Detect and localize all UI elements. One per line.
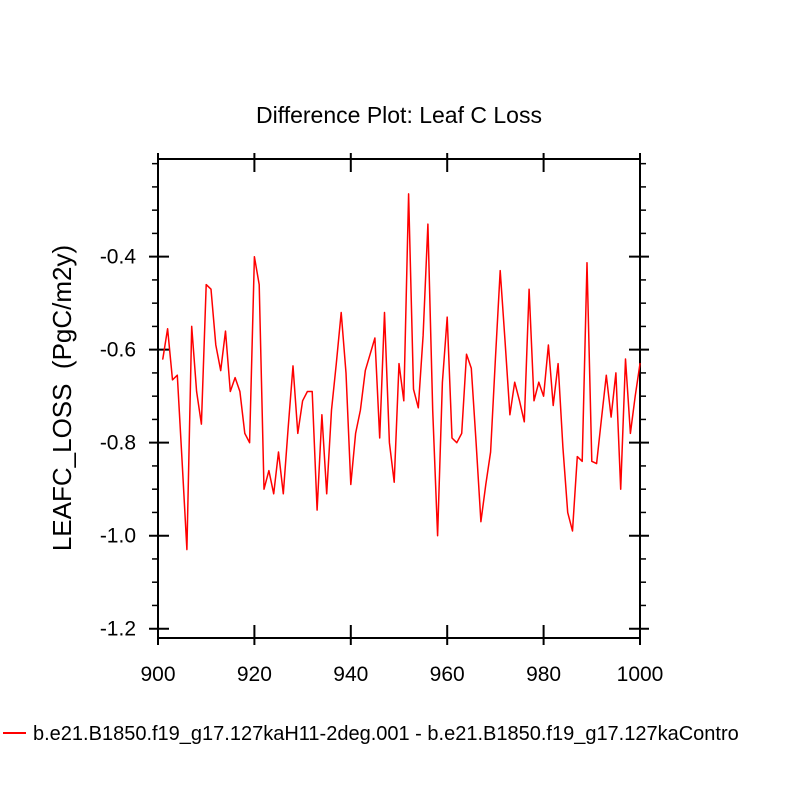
x-tick-label: 940 — [333, 663, 368, 686]
x-tick-label: 900 — [140, 663, 175, 686]
legend-label: b.e21.B1850.f19_g17.127kaH11-2deg.001 - … — [33, 723, 739, 745]
x-tick-label: 1000 — [617, 663, 664, 686]
y-axis-label: LEAFC_LOSS (PgC/m2y) — [47, 245, 77, 551]
y-tick-label: -1.2 — [100, 618, 136, 641]
plot-area: 900 920 940 960 980 1000 -0.4 -0.6 -0.8 -1.0 -1.2 — [100, 153, 664, 686]
y-tick-label: -0.4 — [100, 246, 137, 269]
y-tick-label: -1.0 — [100, 525, 136, 548]
x-tick-label: 920 — [237, 663, 272, 686]
chart-title: Difference Plot: Leaf C Loss — [256, 102, 542, 128]
y-tick-label: -0.8 — [100, 432, 136, 455]
legend: b.e21.B1850.f19_g17.127kaH11-2deg.001 - … — [3, 723, 739, 745]
x-tick-label: 980 — [526, 663, 561, 686]
plot-border — [157, 158, 641, 639]
x-tick-label: 960 — [430, 663, 465, 686]
data-series-line — [162, 193, 641, 551]
y-tick-label: -0.6 — [100, 339, 136, 362]
